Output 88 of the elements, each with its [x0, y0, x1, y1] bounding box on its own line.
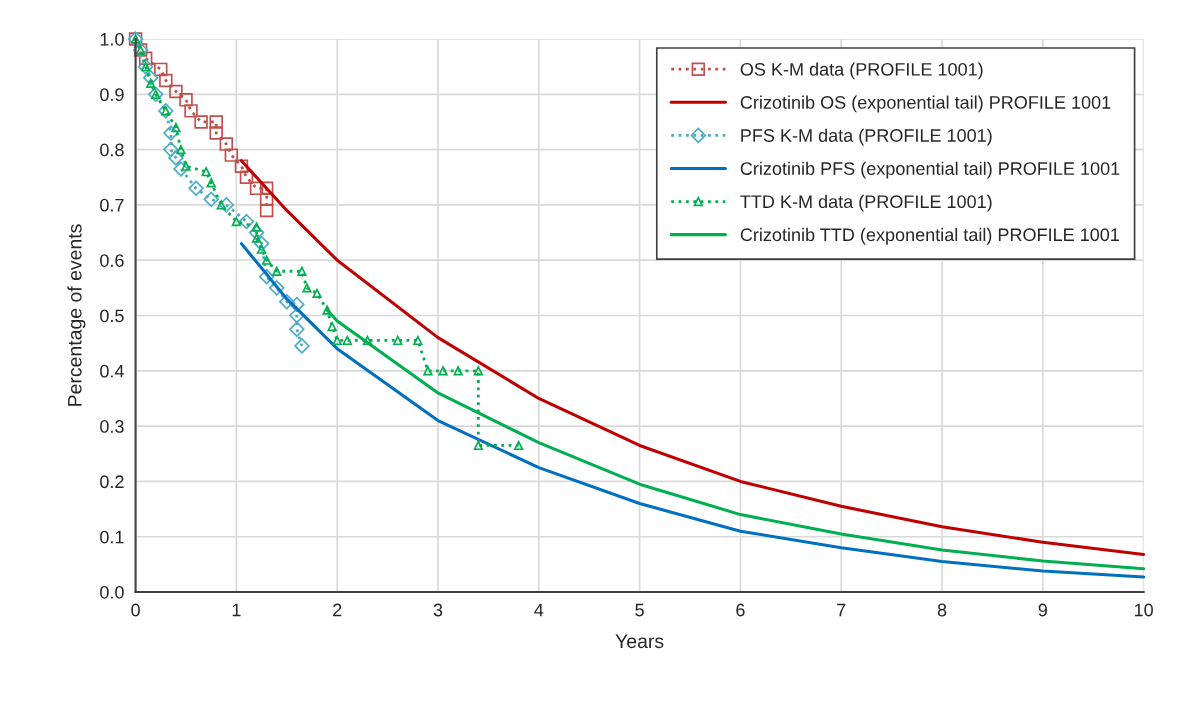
- point: [312, 288, 322, 299]
- point: [253, 235, 270, 252]
- x-tick-label: 7: [837, 603, 846, 617]
- x-tick-label: 5: [635, 603, 644, 617]
- point: [259, 181, 274, 196]
- y-tick-label: 0.3: [100, 420, 124, 433]
- x-tick-label: 9: [1038, 603, 1047, 617]
- point: [332, 335, 342, 346]
- y-tick-label: 0.0: [100, 585, 124, 599]
- point: [239, 170, 254, 184]
- point: [342, 335, 352, 346]
- x-tick-label: 8: [937, 603, 947, 617]
- point: [258, 269, 275, 285]
- point: [269, 280, 285, 296]
- point: [159, 73, 173, 88]
- y-tick-label: 0.9: [100, 88, 124, 102]
- legend-label: Crizotinib OS (exponential tail) PROFILE 1001: [740, 95, 1111, 113]
- y-tick-label: 0.2: [100, 475, 124, 489]
- point: [289, 321, 305, 338]
- point: [234, 159, 249, 173]
- point: [322, 305, 332, 315]
- legend-label: TTD K-M data (PROFILE 1001): [740, 194, 992, 212]
- point: [148, 86, 164, 103]
- point: [142, 69, 159, 86]
- y-tick-label: 0.5: [100, 309, 124, 323]
- point: [289, 296, 305, 313]
- point: [249, 181, 264, 196]
- point: [224, 148, 239, 162]
- point: [173, 161, 189, 177]
- x-tick-label: 3: [433, 603, 443, 617]
- point: [209, 126, 223, 140]
- x-tick-label: 1: [232, 603, 241, 617]
- point: [138, 51, 153, 66]
- point: [261, 255, 272, 265]
- point: [438, 366, 448, 376]
- point: [393, 335, 403, 346]
- point: [327, 321, 337, 332]
- point: [279, 293, 295, 310]
- point: [179, 93, 193, 107]
- y-tick-label: 0.1: [100, 530, 124, 544]
- point: [362, 335, 373, 346]
- point: [216, 200, 226, 210]
- point: [219, 137, 234, 151]
- point: [154, 62, 168, 77]
- point: [188, 180, 204, 197]
- point: [302, 283, 312, 293]
- point: [176, 144, 186, 155]
- y-tick-label: 1.0: [100, 32, 124, 46]
- x-tick-label: 4: [534, 603, 544, 617]
- point: [294, 338, 310, 354]
- legend-label: OS K-M data (PROFILE 1001): [740, 62, 983, 80]
- x-tick-label: 6: [736, 603, 745, 617]
- legend-label: PFS K-M data (PROFILE 1001): [741, 128, 992, 146]
- point: [259, 192, 274, 207]
- x-tick-label: 2: [333, 603, 342, 617]
- point: [297, 266, 307, 276]
- point: [473, 366, 483, 376]
- y-tick-label: 0.7: [100, 198, 124, 212]
- legend-label: Crizotinib PFS (exponential tail) PROFILE 1001: [740, 161, 1120, 179]
- y-tick-label: 0.8: [100, 143, 124, 157]
- point: [259, 203, 274, 218]
- y-axis-title: Percentage of events: [67, 224, 86, 406]
- point: [423, 366, 433, 376]
- point: [209, 115, 223, 129]
- point: [163, 125, 179, 141]
- point: [272, 266, 282, 276]
- point: [513, 440, 524, 451]
- x-axis-title: Years: [615, 634, 664, 649]
- point: [169, 84, 183, 99]
- point: [413, 335, 423, 346]
- x-tick-label: 10: [1134, 603, 1153, 617]
- point: [231, 216, 242, 227]
- x-tick-label: 0: [131, 603, 140, 617]
- point: [194, 115, 208, 129]
- point: [206, 178, 216, 188]
- point: [248, 224, 265, 241]
- y-tick-label: 0.6: [100, 254, 124, 267]
- point: [184, 104, 198, 118]
- y-tick-label: 0.4: [100, 364, 124, 378]
- point: [453, 366, 463, 376]
- point: [473, 440, 483, 451]
- legend-label: Crizotinib TTD (exponential tail) PROFILE 1001: [740, 227, 1119, 245]
- point: [203, 191, 219, 208]
- point: [218, 197, 235, 213]
- point: [238, 213, 255, 230]
- point: [201, 167, 211, 177]
- point: [168, 150, 184, 166]
- point: [163, 141, 179, 158]
